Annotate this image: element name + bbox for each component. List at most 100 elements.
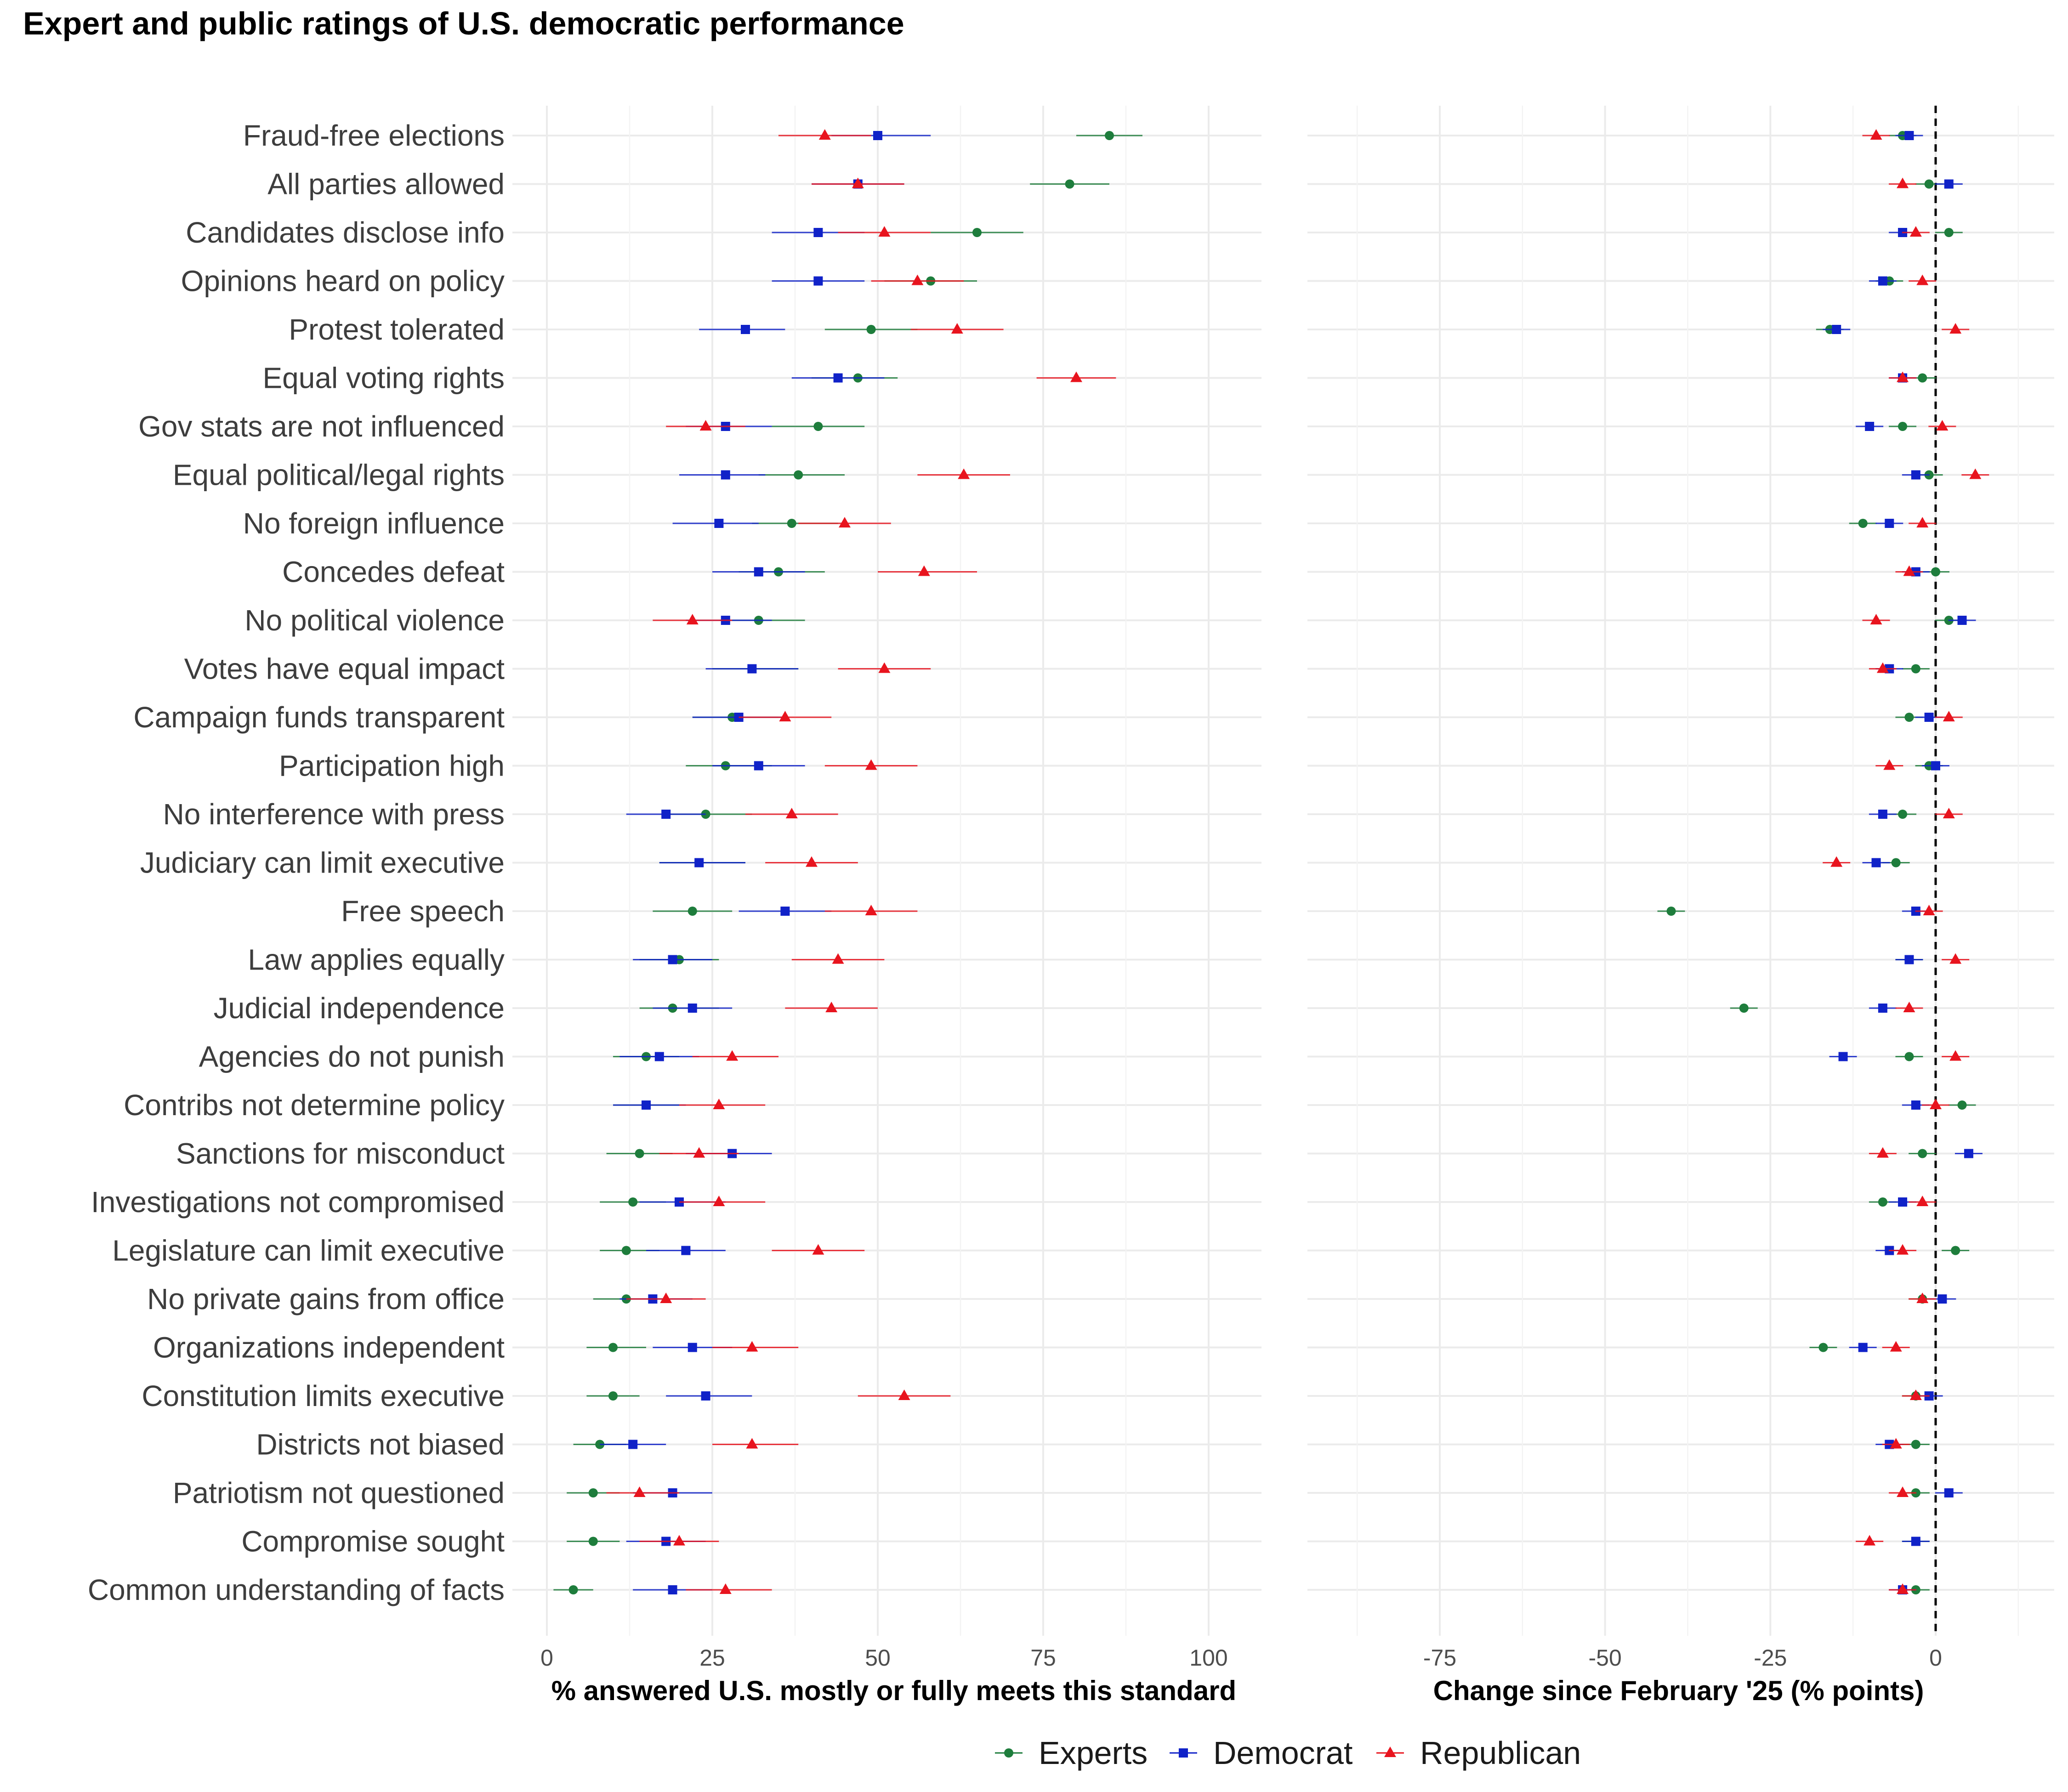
point-democrat	[813, 276, 823, 286]
point-republican	[1830, 856, 1843, 867]
point-democrat	[654, 1052, 664, 1061]
point-experts	[1924, 179, 1934, 189]
point-democrat	[1878, 810, 1887, 819]
point-democrat	[1904, 131, 1914, 140]
category-label: Free speech	[341, 895, 505, 928]
point-democrat	[661, 810, 671, 819]
point-experts	[1944, 228, 1954, 237]
point-experts	[1957, 1100, 1967, 1110]
point-experts	[1951, 1246, 1960, 1255]
point-democrat	[1911, 1537, 1920, 1546]
category-label: Constitution limits executive	[142, 1379, 505, 1412]
point-democrat	[1931, 761, 1940, 771]
x-tick-label: -25	[1754, 1645, 1787, 1671]
category-labels: Fraud-free elections All parties allowed C…	[88, 119, 505, 1606]
x-tick-label: 75	[1030, 1645, 1056, 1671]
point-republican	[832, 953, 844, 964]
point-republican	[1916, 1293, 1929, 1303]
legend-marker-circle	[1004, 1748, 1013, 1758]
point-republican	[1916, 517, 1929, 527]
point-experts	[628, 1197, 638, 1207]
point-republican	[1916, 1196, 1929, 1206]
point-democrat	[1911, 1100, 1920, 1110]
x-tick-label: 100	[1189, 1645, 1227, 1671]
point-republican	[839, 517, 851, 527]
point-experts	[1931, 567, 1940, 577]
point-republican	[878, 226, 891, 237]
point-democrat	[687, 1004, 697, 1013]
legend-item-democrat: Democrat	[1170, 1735, 1352, 1771]
point-republican	[1897, 371, 1909, 382]
point-republican	[713, 1196, 725, 1206]
point-republican	[686, 614, 699, 624]
category-label: Opinions heard on policy	[181, 265, 505, 298]
point-democrat	[1944, 179, 1954, 189]
point-republican	[785, 808, 798, 818]
point-democrat	[687, 1343, 697, 1352]
point-democrat	[813, 228, 823, 237]
point-republican	[660, 1293, 672, 1303]
category-label: Law applies equally	[248, 943, 505, 976]
point-republican	[865, 905, 877, 915]
point-democrat	[1964, 1149, 1973, 1158]
point-republican	[1890, 1341, 1902, 1352]
point-republican	[633, 1486, 646, 1497]
point-experts	[1858, 519, 1868, 528]
x-tick-label: -75	[1423, 1645, 1456, 1671]
point-republican	[825, 1002, 838, 1012]
category-label: Sanctions for misconduct	[176, 1137, 505, 1170]
point-democrat	[642, 1100, 651, 1110]
point-republican	[1903, 1002, 1915, 1012]
point-republican	[746, 1438, 758, 1449]
point-republican	[958, 468, 970, 479]
point-democrat	[668, 955, 677, 964]
point-experts	[866, 325, 876, 334]
point-republican	[673, 1535, 685, 1546]
point-democrat	[1885, 519, 1894, 528]
point-democrat	[681, 1246, 691, 1255]
panel-1: 0 25 50 75 100 % answered U.S. mostly or full…	[512, 106, 1261, 1706]
category-label: No private gains from office	[147, 1282, 505, 1316]
point-republican	[693, 1147, 705, 1158]
point-republican	[1897, 1486, 1909, 1497]
x-tick-label: 25	[699, 1645, 725, 1671]
point-republican	[911, 274, 924, 285]
point-republican	[1876, 1147, 1889, 1158]
point-republican	[1897, 177, 1909, 188]
point-experts	[813, 422, 823, 431]
point-democrat	[873, 131, 882, 140]
point-experts	[1918, 1149, 1927, 1158]
point-republican	[726, 1050, 739, 1061]
category-label: Judiciary can limit executive	[140, 846, 505, 879]
category-label: Judicial independence	[214, 992, 505, 1025]
point-democrat	[747, 664, 757, 674]
legend-item-experts: Experts	[995, 1735, 1148, 1771]
x-axis-title: Change since February '25 (% points)	[1433, 1675, 1924, 1706]
point-republican	[1923, 905, 1935, 915]
point-republican	[1903, 565, 1915, 576]
series-republican	[606, 129, 1116, 1594]
point-democrat	[1838, 1052, 1848, 1061]
legend-marker-square	[1179, 1748, 1188, 1758]
point-experts	[1065, 179, 1074, 189]
point-experts	[608, 1391, 618, 1401]
point-republican	[719, 1583, 732, 1594]
point-republican	[818, 129, 831, 140]
legend-label: Democrat	[1213, 1735, 1352, 1771]
point-democrat	[754, 761, 763, 771]
category-label: Patriotism not questioned	[173, 1476, 505, 1509]
category-label: Investigations not compromised	[91, 1185, 505, 1219]
chart-panels: 0 25 50 75 100 % answered U.S. mostly or full…	[512, 106, 2054, 1706]
point-republican	[852, 177, 864, 188]
point-experts	[1898, 810, 1908, 819]
point-experts	[1739, 1004, 1749, 1013]
point-democrat	[1924, 713, 1934, 722]
point-republican	[1883, 759, 1896, 770]
category-label: Protest tolerated	[289, 313, 505, 346]
point-democrat	[1832, 325, 1841, 334]
chart-title: Expert and public ratings of U.S. democr…	[23, 6, 904, 41]
point-experts	[1911, 664, 1920, 674]
point-republican	[865, 759, 877, 770]
category-label: All parties allowed	[267, 168, 505, 201]
point-democrat	[721, 470, 730, 480]
